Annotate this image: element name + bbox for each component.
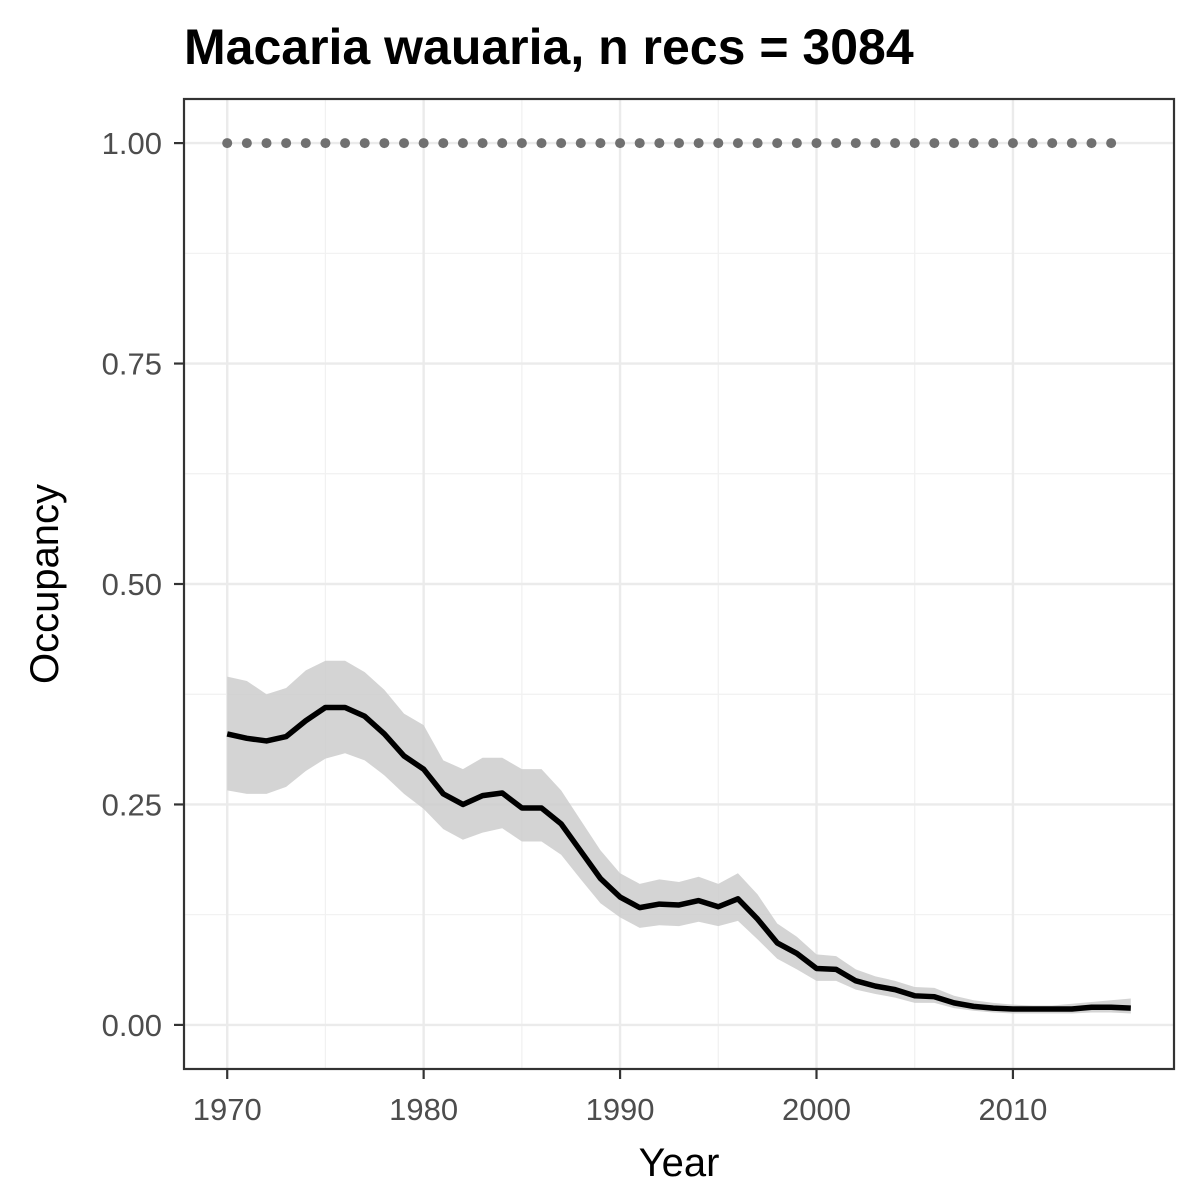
reference-point: [516, 138, 527, 149]
reference-point: [536, 138, 547, 149]
reference-point: [438, 138, 449, 149]
x-tick-label: 2000: [782, 1092, 851, 1127]
y-axis: 0.00 0.25 0.50 0.75 1.00: [102, 126, 184, 1043]
reference-point: [1106, 138, 1117, 149]
reference-point: [615, 138, 626, 149]
reference-point: [595, 138, 606, 149]
reference-point: [222, 138, 233, 149]
reference-point: [340, 138, 351, 149]
reference-point: [772, 138, 783, 149]
reference-point: [1047, 138, 1058, 149]
reference-point: [320, 138, 331, 149]
reference-points-layer: [222, 138, 1117, 149]
reference-point: [968, 138, 979, 149]
reference-point: [890, 138, 901, 149]
reference-point: [732, 138, 743, 149]
reference-point: [674, 138, 684, 149]
reference-point: [1007, 138, 1018, 149]
reference-point: [556, 138, 567, 149]
reference-point: [261, 138, 272, 149]
mean-occupancy-line: [226, 704, 1131, 1012]
reference-point: [497, 138, 508, 149]
x-tick-label: 1970: [193, 1092, 262, 1127]
reference-point: [909, 138, 920, 149]
reference-point: [379, 138, 390, 149]
reference-point: [693, 138, 704, 149]
reference-point: [634, 138, 645, 149]
reference-point: [418, 138, 429, 149]
reference-point: [870, 138, 881, 149]
y-tick-label: 1.00: [102, 126, 162, 161]
reference-point: [1086, 138, 1097, 149]
reference-point: [359, 138, 370, 149]
reference-point: [281, 138, 292, 149]
reference-point: [988, 138, 999, 149]
reference-point: [831, 138, 842, 149]
reference-point: [752, 138, 763, 149]
reference-point: [241, 138, 252, 149]
reference-point: [713, 138, 724, 149]
reference-point: [575, 138, 586, 149]
confidence-ribbon: [227, 660, 1131, 1014]
mean-line-layer: [226, 704, 1131, 1012]
y-tick-label: 0.75: [102, 347, 162, 382]
y-tick-label: 0.00: [102, 1008, 162, 1043]
x-tick-label: 1980: [389, 1092, 458, 1127]
chart-title: Macaria wauaria, n recs = 3084: [184, 19, 914, 75]
confidence-ribbon-layer: [227, 660, 1131, 1014]
reference-point: [929, 138, 940, 149]
reference-point: [399, 138, 409, 149]
y-tick-label: 0.25: [102, 787, 162, 822]
reference-point: [1027, 138, 1038, 149]
x-tick-label: 2010: [978, 1092, 1047, 1127]
reference-point: [654, 138, 665, 149]
reference-point: [791, 138, 802, 149]
x-axis-title: Year: [639, 1141, 720, 1185]
reference-point: [300, 138, 311, 149]
reference-point: [850, 138, 861, 149]
reference-point: [457, 138, 468, 149]
reference-point: [811, 138, 822, 149]
reference-point: [1066, 138, 1077, 149]
reference-point: [477, 138, 488, 149]
x-tick-label: 1990: [586, 1092, 655, 1127]
y-axis-title: Occupancy: [23, 484, 67, 684]
x-axis: 1970 1980 1990 2000 2010: [193, 1069, 1047, 1127]
reference-point: [949, 138, 959, 149]
y-tick-label: 0.50: [102, 567, 162, 602]
